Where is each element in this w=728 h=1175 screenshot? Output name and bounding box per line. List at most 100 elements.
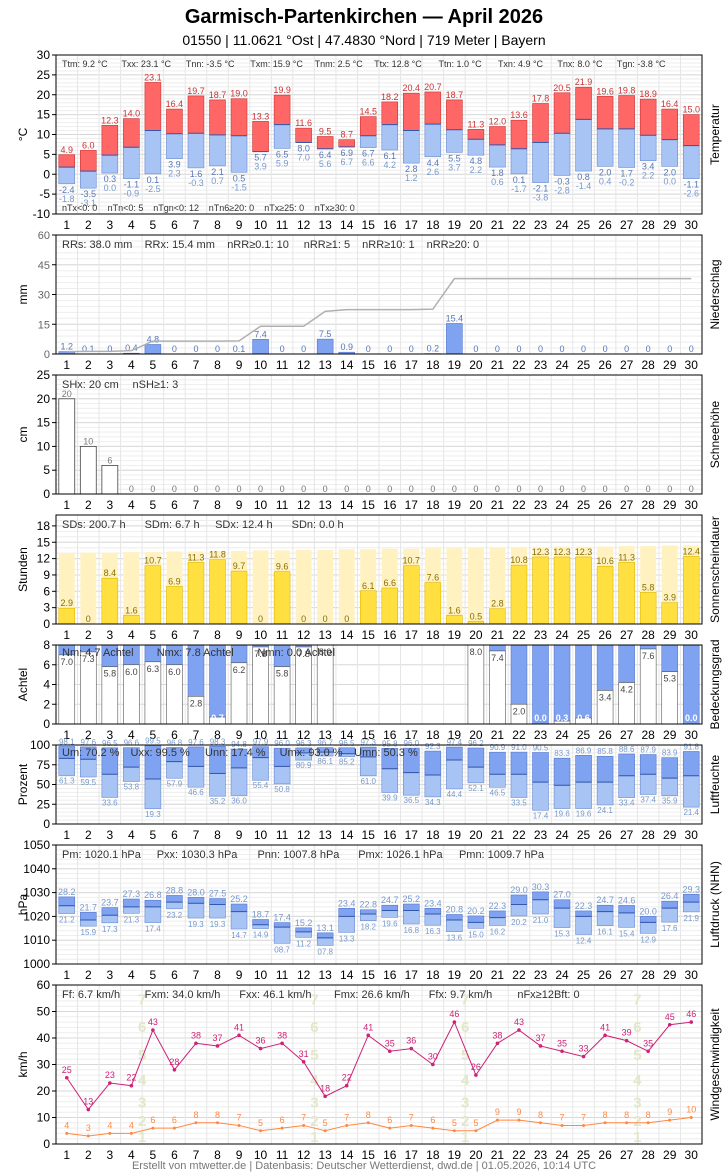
beaufort-label: 4 — [138, 1072, 147, 1089]
humidity-upper-bar — [682, 751, 700, 777]
stat-label: RRs: 38.0 mm — [62, 239, 132, 251]
umin-label: 36.5 — [404, 796, 420, 805]
side-label: Bedeckungsgrad — [708, 639, 722, 729]
umax-label: 96.7 — [317, 739, 333, 748]
x-tick-label: 14 — [340, 218, 354, 232]
x-tick-label: 17 — [405, 358, 419, 372]
gust-point — [344, 1083, 349, 1088]
x-tick-label: 29 — [663, 828, 677, 842]
y-tick-label: 10 — [37, 439, 51, 453]
y-axis-label: Achtel — [16, 668, 30, 701]
x-tick-label: 19 — [448, 628, 462, 642]
y-tick-label: 50 — [37, 1005, 51, 1019]
tmax-bar — [403, 92, 420, 131]
stat-label: Pm: 1020.1 hPa — [62, 849, 142, 861]
mean-wind-point — [366, 1121, 370, 1125]
possible-sun-bar — [467, 547, 484, 624]
mean-wind-point — [539, 1121, 542, 1125]
umin-label: 36.0 — [231, 797, 247, 806]
pressure-lower-bar — [682, 901, 700, 913]
x-tick-label: 8 — [214, 628, 221, 642]
tmin-bar — [639, 134, 657, 162]
pressure-upper-bar — [338, 908, 355, 917]
pmax-label: 27.3 — [123, 889, 141, 899]
humidity-lower-bar — [209, 773, 226, 797]
x-tick-label: 29 — [663, 1148, 677, 1162]
mean-wind-label: 5 — [473, 1118, 478, 1128]
x-tick-label: 24 — [555, 628, 569, 642]
x-tick-label: 23 — [534, 498, 548, 512]
sun-label: 11.3 — [618, 552, 635, 562]
tmax-bar — [316, 136, 334, 150]
x-tick-label: 22 — [512, 728, 526, 742]
x-tick-label: 7 — [193, 628, 200, 642]
precip-label: 0.1 — [82, 344, 95, 354]
mean-wind-label: 7 — [237, 1112, 242, 1122]
pmax-label: 24.7 — [596, 895, 614, 905]
tmax-bar — [123, 118, 140, 148]
sun-label: 10.7 — [403, 556, 421, 566]
x-tick-label: 1 — [63, 1148, 70, 1162]
pmin-label: 16.3 — [425, 927, 441, 936]
x-tick-label: 12 — [297, 358, 311, 372]
umin-label: 34.3 — [425, 798, 441, 807]
side-label: Luftfeuchte — [708, 754, 722, 814]
tgnd-label: -1.5 — [231, 182, 247, 192]
gust-point — [280, 1041, 284, 1046]
stat-label: Um: 70.2 % — [62, 747, 120, 759]
x-tick-label: 6 — [171, 828, 178, 842]
humidity-lower-bar — [166, 761, 183, 779]
tmax-label: 19.6 — [596, 86, 614, 96]
pmin-label: 21.2 — [59, 916, 75, 925]
pmin-label: 19.3 — [188, 920, 204, 929]
mean-wind-point — [495, 1118, 499, 1122]
pressure-lower-bar — [553, 907, 571, 928]
x-tick-label: 15 — [362, 218, 376, 232]
sun-label: 0 — [86, 614, 91, 624]
gust-point — [151, 1028, 155, 1032]
x-tick-label: 6 — [171, 968, 178, 982]
tgnd-label: 0.7 — [211, 176, 224, 186]
tgnd-label: -1.4 — [576, 181, 592, 191]
precip-label: 0 — [280, 344, 285, 354]
x-tick-label: 26 — [598, 498, 612, 512]
x-tick-label: 4 — [128, 628, 135, 642]
gust-point — [301, 1060, 306, 1064]
precip-label: 0 — [495, 344, 500, 354]
gust-label: 30 — [428, 1052, 438, 1062]
umin-label: 33.4 — [619, 799, 635, 808]
x-tick-label: 8 — [214, 498, 221, 512]
snow-label: 0 — [366, 484, 371, 494]
tmin-label: 6.9 — [340, 148, 353, 158]
umin-label: 17.4 — [533, 811, 549, 820]
x-tick-label: 18 — [426, 498, 440, 512]
gust-label: 22 — [342, 1073, 352, 1083]
snow-bar — [79, 445, 97, 495]
beaufort-label: 6 — [633, 1019, 641, 1036]
pmin-label: 15.0 — [468, 930, 484, 939]
x-tick-label: 1 — [63, 968, 70, 982]
x-tick-label: 17 — [405, 1148, 419, 1162]
sun-label: 0 — [258, 614, 263, 624]
x-tick-label: 2 — [85, 498, 92, 512]
snow-label: 0 — [624, 484, 629, 494]
tmin-bar — [209, 134, 226, 167]
sun-label: 7.6 — [427, 573, 440, 583]
umax-label: 83.9 — [662, 749, 678, 758]
umax-label: 96.5 — [339, 739, 355, 748]
x-tick-label: 7 — [193, 218, 200, 232]
y-tick-label: 40 — [37, 1031, 51, 1045]
mean-wind-point — [431, 1126, 435, 1130]
umax-label: 85.8 — [597, 747, 613, 756]
tmax-bar — [295, 127, 312, 143]
pmax-label: 20.2 — [467, 906, 485, 916]
umax-label: 97.9 — [253, 738, 269, 747]
pressure-upper-bar — [80, 912, 97, 921]
humidity-upper-bar — [661, 757, 678, 779]
tmax-bar — [209, 99, 226, 136]
tmin-bar — [359, 135, 377, 148]
umax-label: 97.6 — [188, 738, 204, 747]
humidity-lower-bar — [252, 757, 269, 781]
snow-label: 0 — [581, 484, 586, 494]
